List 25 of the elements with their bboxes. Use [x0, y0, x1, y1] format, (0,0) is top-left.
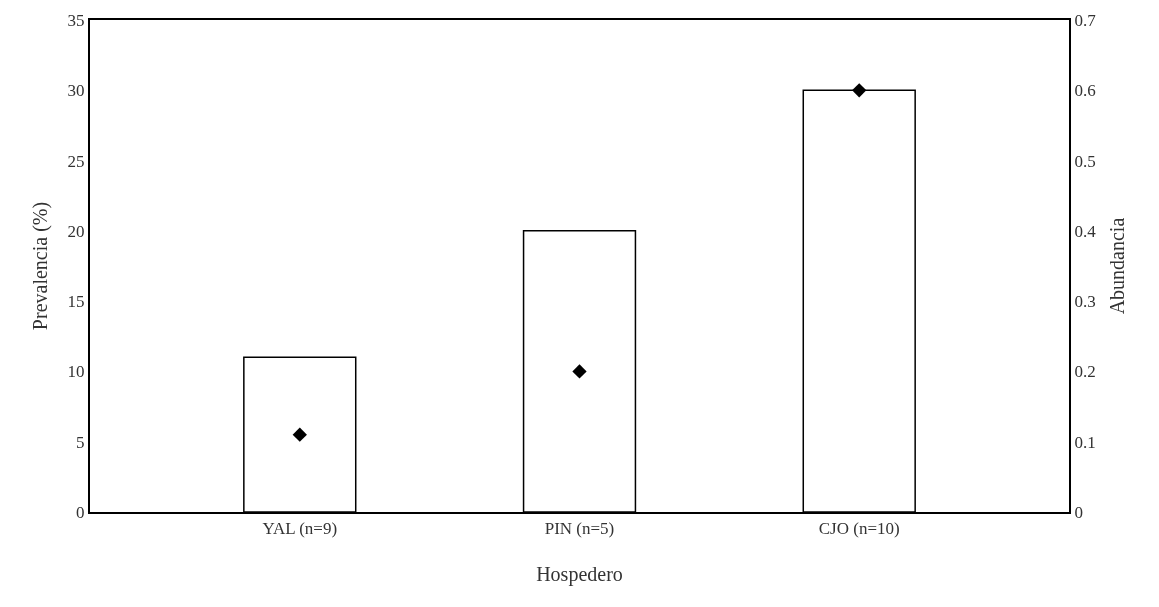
- x-tick-label: CJO (n=10): [818, 519, 900, 539]
- point: [292, 427, 307, 442]
- y-tick-label: 20: [67, 221, 85, 241]
- y-tick-label: 25: [67, 151, 85, 171]
- y-tick-label: 5: [76, 432, 85, 452]
- point: [852, 83, 867, 98]
- y2-tick-label: 0.1: [1074, 432, 1096, 452]
- point: [572, 364, 587, 379]
- y2-tick-label: 0.6: [1074, 81, 1096, 101]
- y-tick-label: 30: [67, 81, 85, 101]
- y2-tick-label: 0.2: [1074, 362, 1096, 382]
- y2-tick-label: 0: [1074, 502, 1083, 522]
- y-tick-label: 35: [67, 10, 85, 30]
- y2-tick-label: 0.4: [1074, 221, 1097, 241]
- y-axis-title: Prevalencia (%): [28, 201, 52, 331]
- y-tick-label: 10: [67, 362, 85, 382]
- y2-axis-title: Abundancia: [1106, 217, 1129, 315]
- x-axis-title: Hospedero: [536, 563, 623, 587]
- y-tick-label: 15: [67, 292, 85, 312]
- y-tick-label: 0: [76, 502, 85, 522]
- y2-tick-label: 0.7: [1074, 10, 1097, 30]
- y2-tick-label: 0.3: [1074, 292, 1096, 312]
- y2-tick-label: 0.5: [1074, 151, 1096, 171]
- x-tick-label: PIN (n=5): [544, 519, 615, 539]
- x-tick-label: YAL (n=9): [262, 519, 338, 539]
